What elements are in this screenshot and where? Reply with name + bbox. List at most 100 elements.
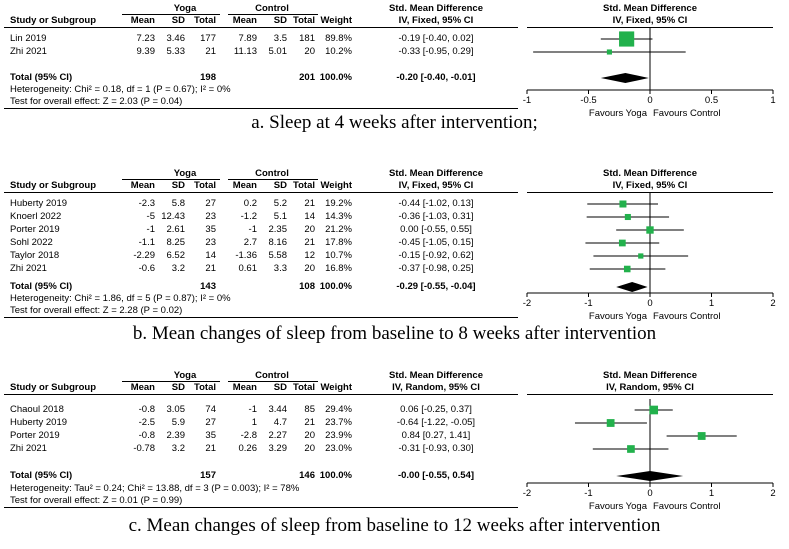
yoga-total-value: 27 bbox=[205, 198, 216, 209]
yoga-total-value: 74 bbox=[205, 404, 216, 415]
weight-value: 21.2% bbox=[325, 224, 352, 235]
yoga-sd-value: 12.43 bbox=[161, 211, 185, 222]
bottom-rule bbox=[4, 507, 518, 508]
control-group-header: Control bbox=[255, 370, 289, 381]
x-tick-label: 0 bbox=[647, 298, 652, 309]
yoga-total-value: 23 bbox=[205, 211, 216, 222]
yoga-mean-value: -0.6 bbox=[138, 263, 155, 274]
control-total-value: 12 bbox=[304, 250, 315, 261]
total-effect-ci: -0.29 [-0.55, -0.04] bbox=[396, 281, 476, 292]
weight-value: 19.2% bbox=[325, 198, 352, 209]
yoga-total-value: 21 bbox=[205, 263, 216, 274]
yoga-total-value: 21 bbox=[205, 443, 216, 454]
smd-header: Std. Mean Difference bbox=[389, 168, 483, 179]
x-tick-label: -1 bbox=[584, 488, 592, 499]
control-header-rule bbox=[228, 179, 318, 180]
control-sd-value: 8.16 bbox=[268, 237, 288, 248]
favours-control-label: Favours Control bbox=[653, 108, 721, 119]
pooled-effect-diamond bbox=[616, 471, 684, 481]
weight-value: 10.2% bbox=[325, 46, 352, 57]
bottom-rule bbox=[4, 108, 518, 109]
yoga-sd-value: 8.25 bbox=[166, 237, 186, 248]
weight-value: 29.4% bbox=[325, 404, 352, 415]
yoga-sd-value: 5.9 bbox=[171, 417, 185, 428]
weight-value: 23.9% bbox=[325, 430, 352, 441]
x-tick-label: 0 bbox=[647, 488, 652, 499]
total-label: Total (95% CI) bbox=[10, 281, 73, 292]
pooled-effect-diamond bbox=[600, 73, 649, 83]
weight-value: 89.8% bbox=[325, 33, 352, 44]
yoga-total-value: 35 bbox=[205, 430, 216, 441]
x-tick-label: -0.5 bbox=[580, 95, 596, 106]
smd-plot-header: Std. Mean Difference bbox=[603, 168, 697, 179]
method-plot-header: IV, Fixed, 95% CI bbox=[612, 15, 688, 26]
study-name: Sohl 2022 bbox=[10, 237, 53, 248]
yoga-group-header: Yoga bbox=[173, 370, 197, 381]
total-weight: 100.0% bbox=[319, 470, 352, 481]
smd-plot-header: Std. Mean Difference bbox=[603, 3, 697, 14]
favours-yoga-label: Favours Yoga bbox=[589, 501, 648, 512]
method-header: IV, Random, 95% CI bbox=[392, 382, 480, 393]
total-label: Total (95% CI) bbox=[10, 72, 73, 83]
yoga-sd-value: 6.52 bbox=[166, 250, 186, 261]
overall-effect-text: Test for overall effect: Z = 2.03 (P = 0… bbox=[10, 96, 183, 107]
overall-effect-text: Test for overall effect: Z = 0.01 (P = 0… bbox=[10, 495, 183, 506]
heterogeneity-text: Heterogeneity: Tau² = 0.24; Chi² = 13.88… bbox=[10, 483, 300, 494]
weight-header: Weight bbox=[320, 180, 353, 191]
pooled-effect-diamond bbox=[616, 282, 648, 292]
control-total-value: 14 bbox=[304, 211, 315, 222]
control-sd-value: 3.29 bbox=[268, 443, 288, 454]
control-sd-value: 5.01 bbox=[268, 46, 288, 57]
yoga-mean-value: -1.1 bbox=[138, 237, 155, 248]
forest-plot-c: Yoga Control Std. Mean Difference Std. Mean… bbox=[0, 367, 789, 549]
smd-plot-header: Std. Mean Difference bbox=[603, 370, 697, 381]
control-sd-header: SD bbox=[273, 15, 287, 26]
weight-value: 23.7% bbox=[325, 417, 352, 428]
overall-effect-text: Test for overall effect: Z = 2.28 (P = 0… bbox=[10, 305, 183, 316]
effect-ci-value: -0.64 [-1.22, -0.05] bbox=[396, 417, 476, 428]
control-total-value: 20 bbox=[304, 443, 315, 454]
header-rule bbox=[4, 394, 518, 395]
yoga-total-sum: 157 bbox=[200, 470, 216, 481]
study-name: Chaoul 2018 bbox=[10, 404, 64, 415]
effect-ci-value: -0.37 [-0.98, 0.25] bbox=[398, 263, 474, 274]
yoga-mean-value: 7.23 bbox=[136, 33, 156, 44]
control-sd-value: 5.58 bbox=[268, 250, 288, 261]
method-plot-header: IV, Fixed, 95% CI bbox=[612, 180, 688, 191]
header-rule bbox=[4, 192, 518, 193]
control-sd-value: 3.5 bbox=[273, 33, 287, 44]
plot-header-rule bbox=[527, 192, 773, 193]
header-rule bbox=[4, 27, 518, 28]
yoga-group-header: Yoga bbox=[173, 168, 197, 179]
x-tick-label: -1 bbox=[523, 95, 531, 106]
study-name: Huberty 2019 bbox=[10, 198, 68, 209]
total-effect-ci: -0.20 [-0.40, -0.01] bbox=[396, 72, 476, 83]
yoga-header-rule bbox=[122, 179, 220, 180]
control-total-value: 85 bbox=[304, 404, 315, 415]
control-sd-value: 5.2 bbox=[273, 198, 287, 209]
control-total-sum: 146 bbox=[299, 470, 315, 481]
smd-header: Std. Mean Difference bbox=[389, 370, 483, 381]
control-sd-value: 2.27 bbox=[268, 430, 288, 441]
control-mean-value: 0.26 bbox=[238, 443, 258, 454]
yoga-group-header: Yoga bbox=[173, 3, 197, 14]
effect-ci-value: -0.19 [-0.40, 0.02] bbox=[398, 33, 474, 44]
control-mean-value: -1 bbox=[248, 224, 257, 235]
yoga-sd-value: 5.33 bbox=[166, 46, 186, 57]
effect-ci-value: 0.00 [-0.55, 0.55] bbox=[400, 224, 472, 235]
control-mean-header: Mean bbox=[232, 382, 257, 393]
yoga-total-value: 177 bbox=[200, 33, 216, 44]
effect-ci-value: 0.06 [-0.25, 0.37] bbox=[400, 404, 472, 415]
control-total-value: 21 bbox=[304, 417, 315, 428]
effect-square bbox=[619, 31, 635, 47]
yoga-mean-header: Mean bbox=[130, 382, 155, 393]
yoga-sd-value: 3.2 bbox=[171, 443, 185, 454]
favours-yoga-label: Favours Yoga bbox=[589, 108, 648, 119]
total-weight: 100.0% bbox=[319, 72, 352, 83]
yoga-header-rule bbox=[122, 381, 220, 382]
x-tick-label: 0.5 bbox=[705, 95, 718, 106]
x-tick-label: -2 bbox=[523, 298, 531, 309]
yoga-sd-header: SD bbox=[171, 15, 185, 26]
yoga-total-value: 27 bbox=[205, 417, 216, 428]
plot-header-rule bbox=[527, 394, 773, 395]
